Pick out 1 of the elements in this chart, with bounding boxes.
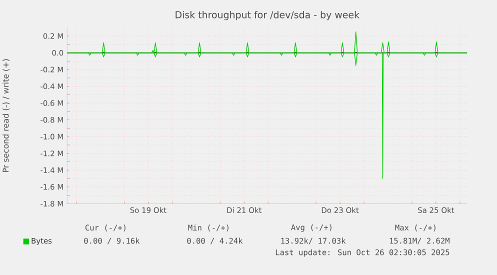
chart-title: Disk throughput for /dev/sda - by week [176,11,360,20]
